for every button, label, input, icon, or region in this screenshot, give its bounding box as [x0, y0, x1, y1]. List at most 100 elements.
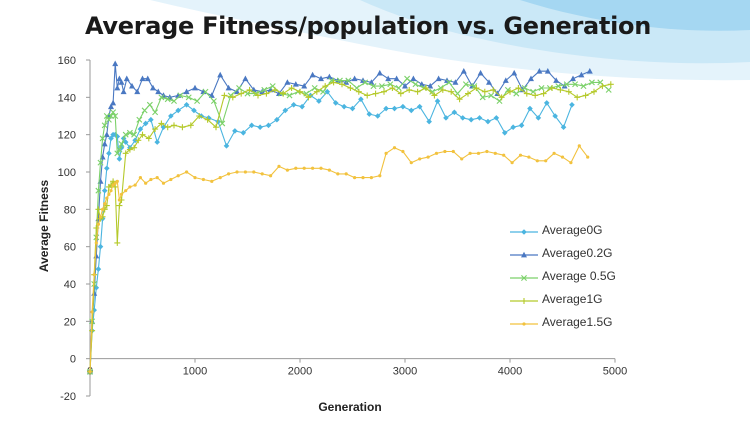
data-point-marker [416, 103, 423, 110]
data-point-marker [149, 177, 153, 182]
data-point-marker [384, 151, 388, 155]
data-point-marker [477, 69, 484, 76]
data-point-marker [227, 172, 231, 176]
data-point-marker [137, 126, 144, 132]
legend-swatch-4 [510, 322, 538, 326]
data-point-marker [126, 129, 133, 136]
data-point-marker [90, 310, 94, 314]
data-point-marker [302, 166, 306, 170]
data-point-marker [439, 86, 446, 93]
data-point-marker [217, 71, 224, 78]
y-tick-label: 160 [58, 55, 76, 67]
series-line [89, 81, 611, 372]
data-point-marker [265, 122, 272, 129]
data-point-marker [117, 198, 121, 202]
data-point-marker [150, 84, 156, 91]
data-point-marker [510, 161, 514, 165]
data-point-marker [110, 99, 117, 106]
data-point-marker [223, 143, 230, 149]
data-point-marker [485, 118, 491, 125]
data-point-marker [468, 116, 474, 123]
data-point-marker [370, 83, 377, 90]
data-point-marker [498, 94, 505, 101]
data-point-marker [93, 252, 100, 259]
data-point-marker [511, 69, 518, 76]
data-point-marker [518, 122, 525, 129]
data-point-marker [142, 120, 149, 127]
data-point-marker [112, 60, 119, 67]
data-point-marker [397, 90, 404, 97]
x-tick-label: 2000 [288, 366, 312, 378]
data-point-marker [460, 68, 467, 74]
data-point-marker [297, 88, 303, 95]
data-point-marker [152, 126, 159, 133]
data-point-marker [426, 155, 430, 159]
data-point-marker [122, 131, 129, 138]
data-point-marker [385, 75, 392, 82]
data-point-marker [391, 105, 398, 112]
data-point-marker [116, 75, 123, 82]
series-0 [87, 88, 575, 375]
data-point-marker [88, 370, 92, 374]
data-point-marker [175, 107, 181, 114]
data-point-marker [400, 103, 406, 110]
data-point-marker [97, 243, 104, 250]
data-point-marker [481, 88, 488, 95]
data-point-marker [101, 122, 108, 129]
data-point-marker [351, 75, 358, 82]
data-point-marker [582, 92, 589, 99]
data-point-marker [221, 92, 228, 99]
data-point-marker [210, 179, 214, 183]
data-point-marker [569, 102, 575, 108]
data-point-marker [543, 100, 550, 106]
data-point-marker [154, 139, 160, 145]
y-tick-labels: -20 0 20 40 60 80 100 120 140 160 [58, 55, 90, 403]
data-point-marker [201, 177, 205, 182]
data-point-marker [119, 192, 124, 196]
data-point-marker [414, 88, 421, 95]
data-point-marker [434, 151, 439, 155]
data-point-marker [187, 122, 194, 129]
data-point-marker [434, 98, 441, 104]
data-point-marker [280, 90, 287, 97]
data-point-marker [451, 149, 455, 154]
y-axis-label: Average Fitness [37, 179, 51, 273]
data-point-marker [515, 85, 522, 91]
data-point-marker [468, 151, 472, 155]
x-tick-label: 5000 [603, 366, 627, 378]
data-point-marker [361, 176, 365, 180]
data-point-marker [451, 109, 458, 116]
data-point-marker [332, 100, 339, 106]
data-point-marker [248, 122, 255, 129]
data-point-marker [345, 77, 352, 84]
data-point-marker [341, 103, 347, 110]
data-point-marker [462, 81, 469, 88]
data-point-marker [549, 85, 555, 91]
data-point-marker [538, 85, 545, 91]
data-point-marker [185, 170, 189, 174]
data-point-marker [112, 183, 119, 190]
data-point-marker [95, 187, 102, 194]
series-line [89, 91, 573, 372]
data-point-marker [126, 146, 133, 153]
data-point-marker [406, 86, 413, 93]
data-point-marker [435, 75, 442, 82]
data-point-marker [94, 241, 98, 245]
data-point-marker [376, 69, 383, 76]
y-tick-label: 40 [64, 279, 76, 291]
data-point-marker [176, 174, 180, 178]
data-point-marker [238, 90, 245, 97]
data-point-marker [115, 179, 119, 183]
data-point-marker [572, 81, 579, 88]
data-point-marker [605, 86, 612, 93]
data-point-marker [158, 120, 165, 127]
data-point-marker [109, 189, 113, 193]
data-point-marker [527, 155, 531, 159]
data-point-marker [240, 130, 247, 136]
data-point-marker [320, 88, 327, 95]
x-tick-label: 3000 [393, 366, 417, 378]
legend-swatch-2 [510, 275, 538, 281]
data-point-marker [101, 187, 108, 194]
data-point-marker [284, 79, 291, 85]
data-point-marker [588, 79, 595, 86]
